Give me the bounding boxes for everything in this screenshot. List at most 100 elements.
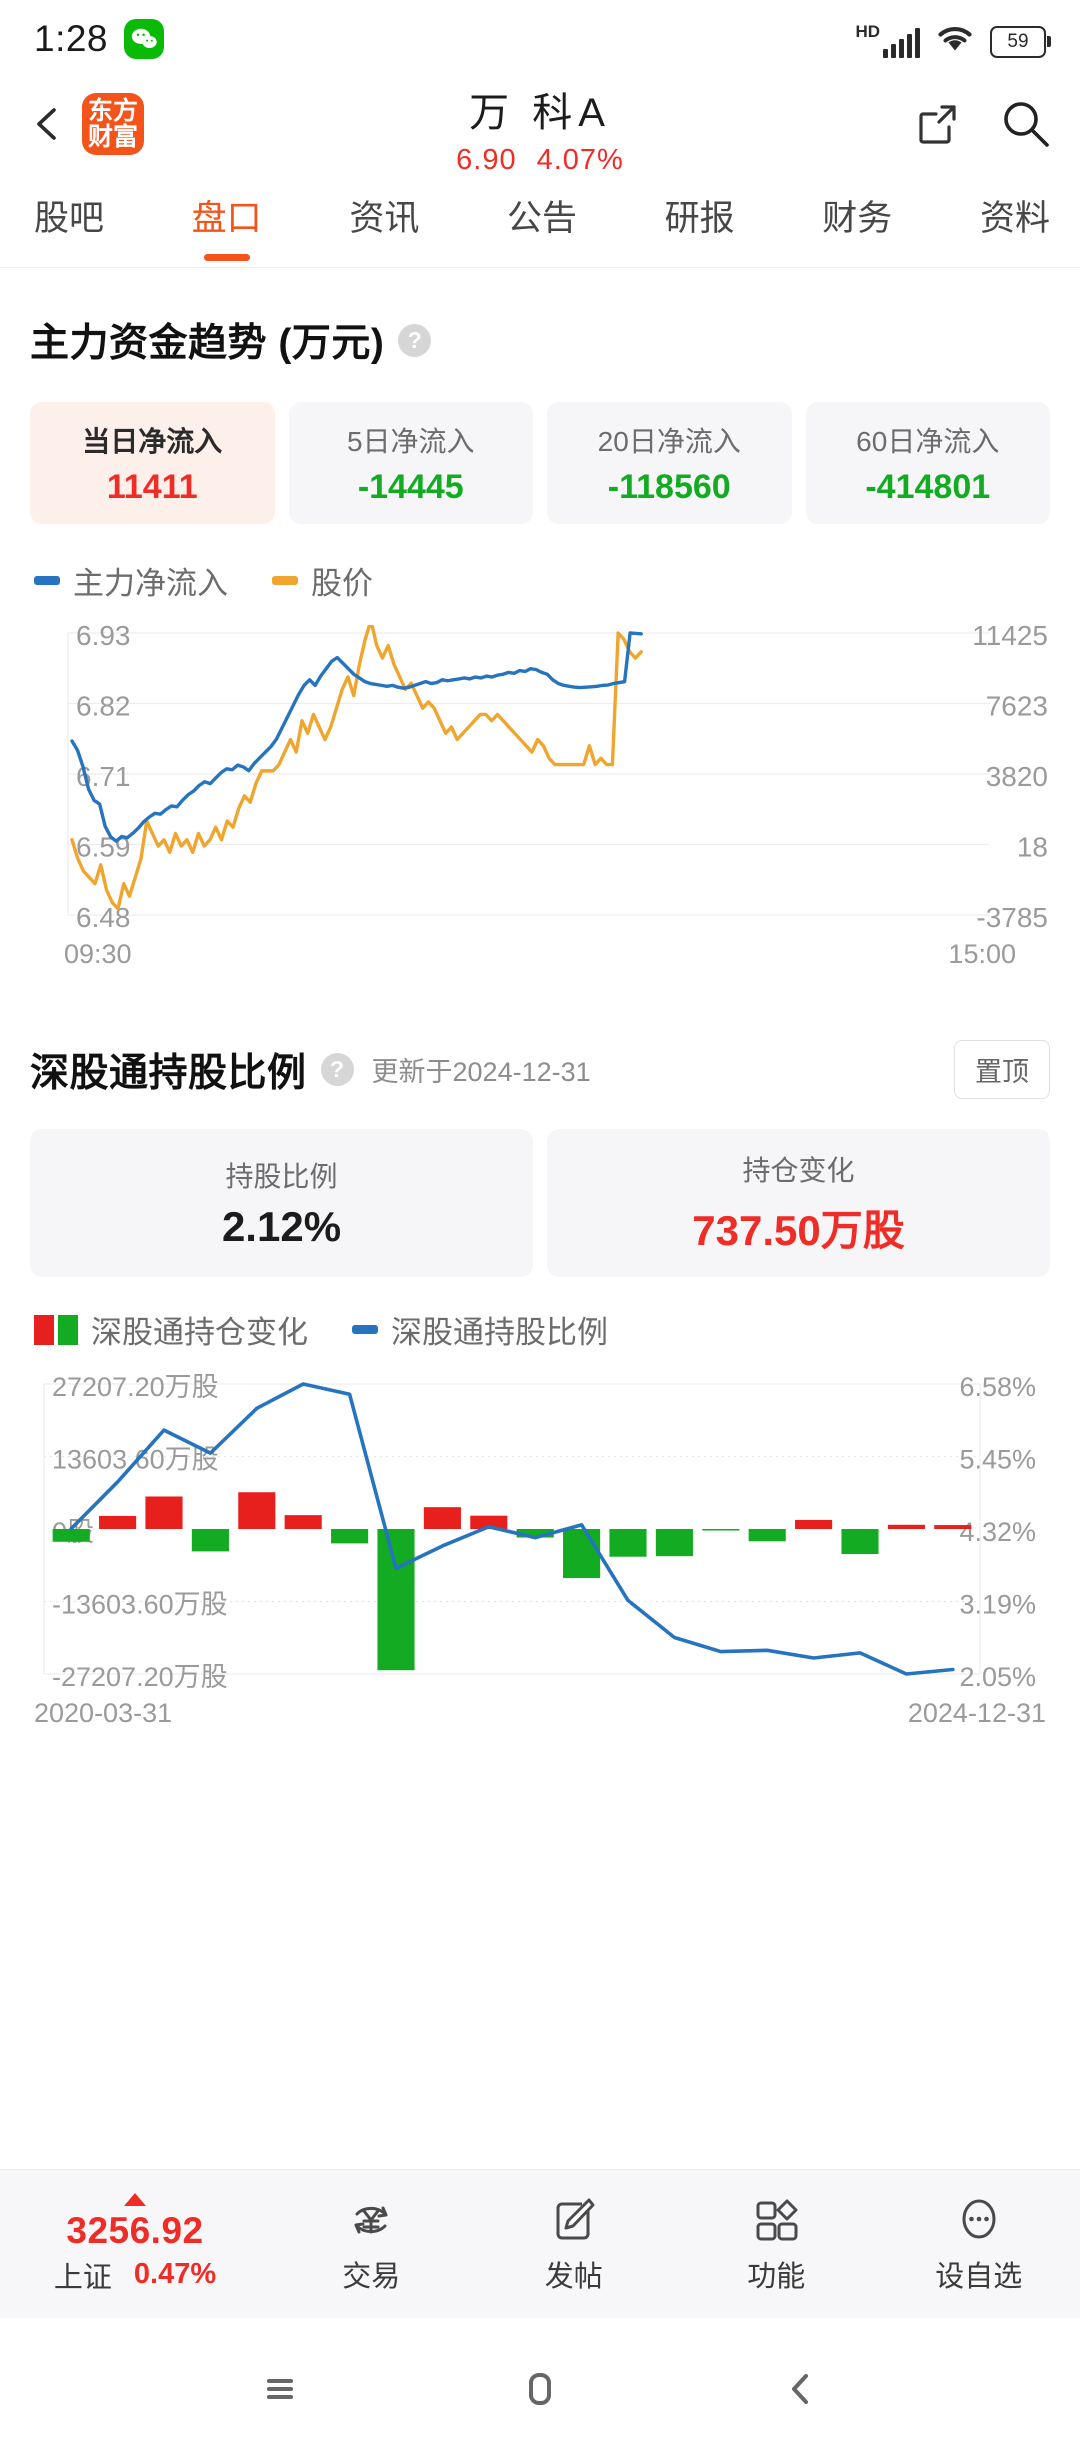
hk-updated-label: 更新于2024-12-31 (371, 1057, 591, 1087)
svg-text:6.93: 6.93 (76, 625, 131, 651)
navigation-bar: 东方 财富 万 科A 6.90 4.07% (0, 78, 1080, 176)
system-navigation-bar (0, 2318, 1080, 2460)
search-icon[interactable] (1000, 98, 1052, 150)
hk-chart-legend: 深股通持仓变化 深股通持股比例 (0, 1307, 1080, 1352)
status-bar-right: HD 59 (855, 21, 1051, 58)
fund-card-label: 当日净流入 (82, 425, 223, 457)
legend-item-holding-ratio: 深股通持股比例 (352, 1307, 608, 1352)
toolbar-item-trade[interactable]: 交易 (270, 2194, 473, 2295)
question-mark-icon[interactable]: ? (398, 323, 432, 357)
svg-text:-13603.60万股: -13603.60万股 (52, 1590, 228, 1620)
fund-card-5day[interactable]: 5日净流入 -14445 (288, 402, 533, 524)
index-name: 上证 (53, 2261, 112, 2294)
hk-summary-cards: 持股比例 2.12% 持仓变化 737.50万股 (0, 1129, 1080, 1277)
status-time: 1:28 (34, 18, 109, 59)
legend-item-stock-price: 股价 (272, 558, 373, 603)
tab-ziliao[interactable]: 资料 (979, 199, 1050, 238)
back-icon[interactable] (773, 2362, 827, 2416)
legend-item-position-change: 深股通持仓变化 (34, 1307, 308, 1352)
status-bar: 1:28 HD 59 (0, 0, 1080, 78)
legend-label: 股价 (311, 566, 373, 601)
legend-label: 深股通持股比例 (391, 1315, 608, 1350)
tab-caiwu[interactable]: 财务 (822, 199, 893, 238)
hk-section-header: 深股通持股比例 ? 更新于2024-12-31 置顶 (0, 1040, 1080, 1099)
fund-flow-cards: 当日净流入 11411 5日净流入 -14445 20日净流入 -118560 … (0, 402, 1080, 524)
trade-yuan-icon (345, 2194, 397, 2246)
toolbar-item-post[interactable]: 发帖 (473, 2194, 676, 2295)
fund-card-value: -118560 (607, 467, 731, 506)
back-chevron-icon[interactable] (28, 104, 68, 144)
fund-card-value: -414801 (865, 467, 991, 506)
logo-line-1: 东方 (87, 97, 138, 125)
legend-label: 深股通持仓变化 (91, 1315, 308, 1350)
hk-section-title: 深股通持股比例 (30, 1051, 307, 1095)
tab-pankou[interactable]: 盘口 (192, 190, 262, 247)
toolbar-item-watchlist[interactable]: 设自选 (878, 2194, 1080, 2295)
shenzhen-connect-chart-svg: 27207.20万股6.58%13603.60万股5.45%0股4.32%-13… (43, 1374, 1036, 1692)
tab-zixun[interactable]: 资讯 (349, 199, 420, 238)
wifi-icon (934, 21, 976, 57)
legend-swatch-bars (34, 1314, 78, 1345)
fund-card-value: -14445 (357, 467, 464, 506)
toolbar-item-label: 发帖 (544, 2260, 603, 2293)
svg-text:-27207.20万股: -27207.20万股 (52, 1662, 228, 1692)
toolbar-item-label: 设自选 (935, 2260, 1023, 2293)
status-bar-left: 1:28 (34, 18, 165, 60)
toolbar-item-functions[interactable]: 功能 (675, 2194, 878, 2295)
fund-trend-chart[interactable]: 6.93 11425 6.82 7623 6.71 3820 6.59 18 6.48 -3785… (30, 625, 1050, 970)
fund-section-title: 主力资金趋势 (万元) (30, 322, 385, 365)
tab-guba[interactable]: 股吧 (34, 199, 105, 238)
fund-card-20day[interactable]: 20日净流入 -118560 (547, 402, 792, 524)
question-mark-icon[interactable]: ? (320, 1053, 354, 1086)
home-icon[interactable] (513, 2362, 567, 2416)
svg-text:5.45%: 5.45% (959, 1445, 1036, 1475)
fund-chart-x-axis: 09:30 15:00 (30, 939, 1050, 970)
tab-yanbao[interactable]: 研报 (664, 199, 735, 238)
shenzhen-connect-chart[interactable]: 27207.20万股6.58%13603.60万股5.45%0股4.32%-13… (30, 1374, 1050, 1729)
page-title: 万 科A (469, 91, 611, 135)
battery-level: 59 (1007, 30, 1029, 52)
bottom-toolbar: 3256.92 上证 0.47% 交易 (0, 2169, 1080, 2318)
tab-gonggao[interactable]: 公告 (506, 199, 577, 238)
hk-card-value: 2.12% (221, 1203, 342, 1250)
grid-icon (750, 2194, 802, 2246)
svg-text:3.19%: 3.19% (959, 1590, 1036, 1620)
svg-text:2.05%: 2.05% (959, 1662, 1036, 1692)
wechat-icon (124, 19, 165, 59)
svg-text:4.32%: 4.32% (959, 1517, 1036, 1547)
legend-item-main-net-inflow: 主力净流入 (34, 558, 228, 603)
menu-icon[interactable] (253, 2362, 307, 2416)
svg-text:18: 18 (1017, 832, 1048, 863)
index-summary[interactable]: 3256.92 上证 0.47% (0, 2192, 270, 2296)
network-type-label: HD (855, 21, 880, 41)
fund-card-label: 20日净流入 (597, 425, 741, 457)
hk-chart-x-axis: 2020-03-31 2024-12-31 (30, 1698, 1050, 1729)
x-tick-start: 09:30 (64, 939, 132, 969)
fund-section-header: 主力资金趋势 (万元) ? (0, 312, 1080, 368)
legend-swatch-line (352, 1325, 378, 1334)
x-tick-start: 2020-03-31 (34, 1698, 173, 1728)
pin-to-top-button[interactable]: 置顶 (954, 1040, 1050, 1099)
svg-text:27207.20万股: 27207.20万股 (52, 1374, 219, 1402)
legend-swatch-line (34, 576, 60, 585)
hk-card-value: 737.50万股 (692, 1206, 905, 1254)
fund-card-60day[interactable]: 60日净流入 -414801 (805, 402, 1050, 524)
logo-line-2: 财富 (87, 123, 138, 151)
eastmoney-logo[interactable]: 东方 财富 (82, 93, 144, 155)
hk-card-label: 持股比例 (225, 1161, 338, 1192)
more-dots-icon (953, 2194, 1005, 2246)
hk-card-holding-ratio[interactable]: 持股比例 2.12% (30, 1129, 533, 1277)
svg-text:6.58%: 6.58% (959, 1374, 1036, 1402)
toolbar-item-label: 功能 (747, 2260, 806, 2293)
svg-text:7623: 7623 (986, 691, 1048, 722)
fund-card-today[interactable]: 当日净流入 11411 (30, 402, 275, 524)
compose-icon (548, 2194, 600, 2246)
triangle-up-icon (124, 2192, 146, 2206)
fund-chart-legend: 主力净流入 股价 (0, 558, 1080, 603)
svg-text:-3785: -3785 (976, 902, 1048, 933)
share-icon[interactable] (914, 101, 960, 147)
hk-card-position-change[interactable]: 持仓变化 737.50万股 (547, 1129, 1050, 1277)
signal-bars-icon: HD (855, 23, 920, 58)
svg-text:6.48: 6.48 (76, 902, 131, 933)
